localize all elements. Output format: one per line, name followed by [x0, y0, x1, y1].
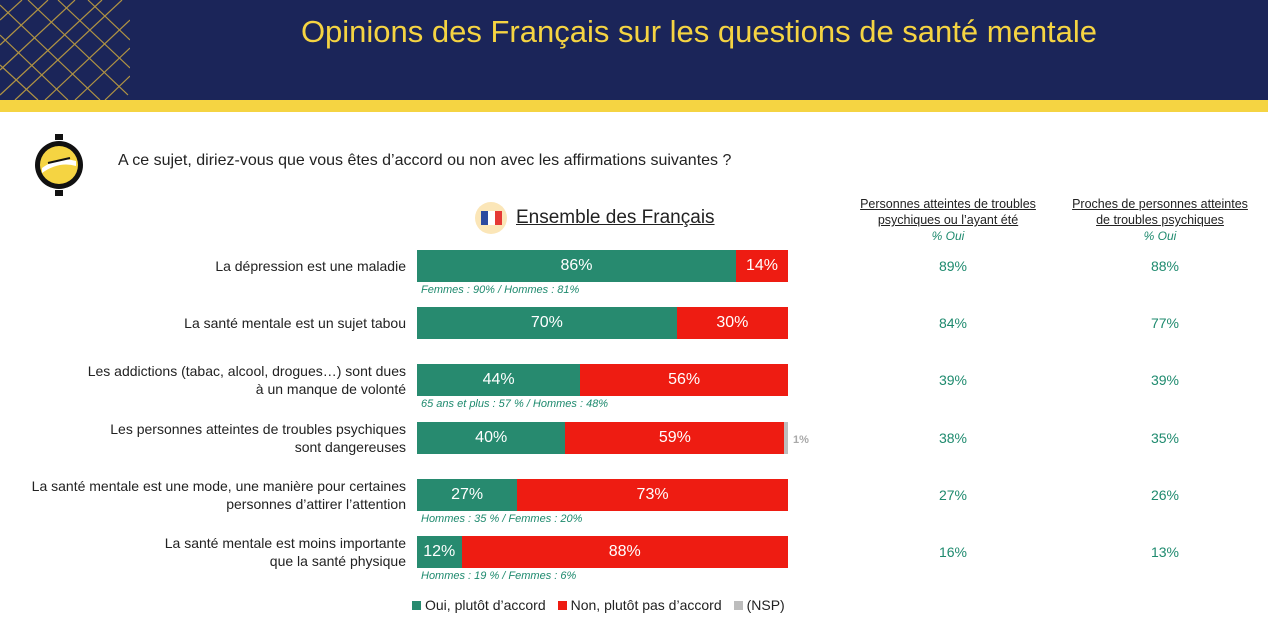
- bar-value-label: 86%: [560, 257, 593, 274]
- relatives-pct-value: 88%: [1150, 258, 1180, 274]
- row-label-line: La santé mentale est un sujet tabou: [184, 315, 406, 331]
- stacked-bar: 86% 14%: [417, 250, 788, 282]
- decorative-pattern-icon: [0, 0, 130, 100]
- relatives-pct-value: 13%: [1150, 544, 1180, 560]
- row-label: Les addictions (tabac, alcool, drogues…)…: [88, 362, 406, 398]
- legend-item-non: Non, plutôt pas d’accord: [557, 597, 722, 613]
- bar-value-label: 70%: [530, 314, 563, 331]
- header-stripe: [0, 100, 1268, 112]
- bar-value-label: 73%: [636, 486, 669, 503]
- stacked-bar: 40% 59%: [417, 422, 788, 454]
- column-header-relatives: Proches de personnes atteintes de troubl…: [1055, 196, 1265, 244]
- legend-item-nsp: (NSP): [733, 597, 785, 613]
- relatives-pct-value: 39%: [1150, 372, 1180, 388]
- affected-pct-value: 39%: [938, 372, 968, 388]
- bar-segment-oui: 12%: [417, 536, 462, 568]
- bar-segment-oui: 27%: [417, 479, 518, 511]
- bar-segment-non: 59%: [565, 422, 785, 454]
- row-label-line: La santé mentale est moins importante: [164, 535, 406, 551]
- subgroup-note: Femmes : 90% / Hommes : 81%: [421, 284, 580, 296]
- bar-value-label: 40%: [475, 429, 508, 446]
- row-label-line: La dépression est une maladie: [215, 258, 406, 274]
- survey-question: A ce sujet, diriez-vous que vous êtes d’…: [118, 152, 732, 169]
- row-label-line: à un manque de volonté: [255, 381, 406, 397]
- bar-segment-non: 73%: [517, 479, 788, 511]
- stacked-bar: 12% 88%: [417, 536, 788, 568]
- row-label-line: sont dangereuses: [294, 439, 406, 455]
- legend-label-oui: Oui, plutôt d’accord: [425, 597, 546, 613]
- bar-value-label: 56%: [668, 371, 701, 388]
- bar-segment-oui: 86%: [417, 250, 737, 282]
- affected-pct-value: 16%: [938, 544, 968, 560]
- bar-value-label: 12%: [423, 543, 456, 560]
- column-header-affected-line1: Personnes atteintes de troubles: [860, 197, 1036, 211]
- bar-value-label: 59%: [658, 429, 691, 446]
- bar-value-label: 27%: [451, 486, 484, 503]
- row-label: La santé mentale est un sujet tabou: [184, 314, 406, 332]
- bar-segment-nsp: [784, 422, 788, 454]
- subgroup-note: Hommes : 35 % / Femmes : 20%: [421, 513, 583, 525]
- row-label-line: Les addictions (tabac, alcool, drogues…)…: [87, 363, 406, 379]
- stacked-bar: 27% 73%: [417, 479, 788, 511]
- relatives-pct-value: 77%: [1150, 315, 1180, 331]
- page-title: Opinions des Français sur les questions …: [300, 14, 1098, 49]
- nsp-value-label: 1%: [793, 434, 809, 446]
- row-label-line: La santé mentale est une mode, une maniè…: [31, 478, 406, 494]
- affected-pct-value: 38%: [938, 430, 968, 446]
- bar-value-label: 44%: [482, 371, 515, 388]
- subgroup-note: 65 ans et plus : 57 % / Hommes : 48%: [421, 398, 609, 410]
- bar-segment-non: 88%: [461, 536, 788, 568]
- column-header-affected-sub: % Oui: [931, 229, 965, 243]
- affected-pct-value: 84%: [938, 315, 968, 331]
- bar-value-label: 88%: [608, 543, 641, 560]
- row-label-line: Les personnes atteintes de troubles psyc…: [110, 421, 406, 437]
- legend-label-non: Non, plutôt pas d’accord: [570, 597, 722, 613]
- chart-legend: Oui, plutôt d’accord Non, plutôt pas d’a…: [412, 597, 785, 613]
- bar-segment-oui: 44%: [417, 364, 581, 396]
- row-label: La dépression est une maladie: [215, 257, 406, 275]
- affected-pct-value: 27%: [938, 487, 968, 503]
- legend-swatch-nsp: [733, 600, 743, 610]
- bar-value-label: 14%: [746, 257, 779, 274]
- column-header-relatives-line2: de troubles psychiques: [1096, 213, 1224, 227]
- subgroup-note: Hommes : 19 % / Femmes : 6%: [421, 570, 577, 582]
- bar-segment-non: 14%: [736, 250, 788, 282]
- bar-value-label: 30%: [716, 314, 749, 331]
- stacked-bar: 70% 30%: [417, 307, 788, 339]
- relatives-pct-value: 35%: [1150, 430, 1180, 446]
- bar-segment-oui: 40%: [417, 422, 566, 454]
- chart-title: Ensemble des Français: [516, 207, 715, 228]
- relatives-pct-value: 26%: [1150, 487, 1180, 503]
- row-label: La santé mentale est moins importante que…: [165, 534, 406, 570]
- legend-swatch-non: [557, 600, 567, 610]
- french-flag-icon: [475, 202, 507, 234]
- column-header-relatives-line1: Proches de personnes atteintes: [1072, 197, 1248, 211]
- stacked-bar: 44% 56%: [417, 364, 788, 396]
- bar-segment-non: 56%: [580, 364, 788, 396]
- row-label: Les personnes atteintes de troubles psyc…: [110, 420, 406, 456]
- header-banner: Opinions des Français sur les questions …: [0, 0, 1268, 100]
- affected-pct-value: 89%: [938, 258, 968, 274]
- column-header-relatives-sub: % Oui: [1143, 229, 1177, 243]
- column-header-affected: Personnes atteintes de troubles psychiqu…: [843, 196, 1053, 244]
- yellow-circle-logo-icon: [35, 134, 83, 196]
- legend-label-nsp: (NSP): [746, 597, 785, 613]
- row-label-line: personnes d’attirer l’attention: [226, 496, 406, 512]
- bar-segment-non: 30%: [676, 307, 788, 339]
- row-label: La santé mentale est une mode, une maniè…: [32, 477, 406, 513]
- legend-swatch-oui: [412, 600, 421, 610]
- bar-segment-oui: 70%: [417, 307, 677, 339]
- legend-item-oui: Oui, plutôt d’accord: [412, 597, 546, 613]
- row-label-line: que la santé physique: [269, 553, 406, 569]
- chart-title-block: Ensemble des Français: [474, 200, 715, 236]
- column-header-affected-line2: psychiques ou l’ayant été: [877, 213, 1019, 227]
